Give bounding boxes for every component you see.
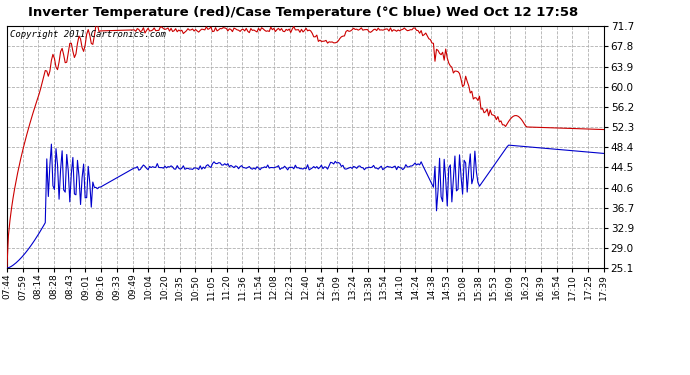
Text: Copyright 2011 Cartronics.com: Copyright 2011 Cartronics.com [10,30,166,39]
Text: Inverter Temperature (red)/Case Temperature (°C blue) Wed Oct 12 17:58: Inverter Temperature (red)/Case Temperat… [28,6,579,19]
